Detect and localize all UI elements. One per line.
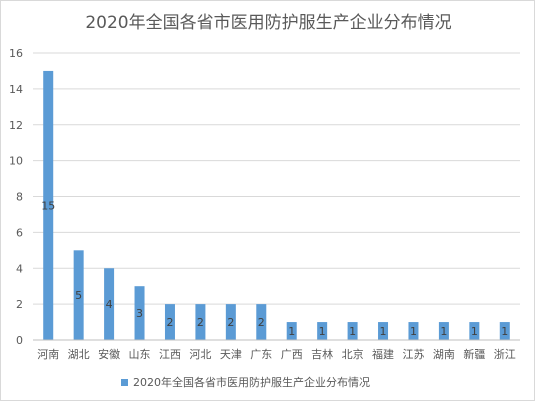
x-tick-label: 湖南: [433, 348, 455, 361]
data-label-河北: 2: [197, 316, 204, 329]
bar-安徽: [104, 268, 115, 340]
data-label-吉林: 1: [319, 325, 326, 338]
bar-湖北: [73, 250, 84, 340]
y-axis-ticks: 0 2 4 6 8 10 12 14 16: [9, 47, 23, 347]
bar-江西: [164, 304, 175, 340]
data-label-湖南: 1: [440, 325, 447, 338]
bar-河北: [195, 304, 206, 340]
x-tick-label: 吉林: [311, 347, 333, 361]
x-tick-label: 江苏: [402, 348, 424, 361]
x-tick-label: 广西: [281, 348, 303, 361]
data-label-新疆: 1: [471, 325, 478, 338]
gridlines: [33, 52, 520, 305]
x-tick-label: 江西: [159, 348, 181, 361]
data-label-江西: 2: [166, 316, 173, 329]
bars: [43, 70, 510, 340]
legend: 2020年全国各省市医用防护服生产企业分布情况: [121, 375, 370, 389]
x-tick-label: 山东: [129, 348, 151, 361]
y-tick-label: 14: [9, 83, 23, 96]
bar-河南: [43, 70, 54, 340]
data-label-广西: 1: [288, 325, 295, 338]
x-tick-label: 安徽: [98, 347, 120, 361]
data-label-广东: 2: [258, 316, 265, 329]
data-label-北京: 1: [349, 325, 356, 338]
data-label-湖北: 5: [75, 289, 82, 302]
x-tick-label: 天津: [220, 348, 242, 361]
chart-title: 2020年全国各省市医用防护服生产企业分布情况: [85, 13, 451, 33]
data-label-福建: 1: [380, 325, 387, 338]
y-tick-label: 8: [16, 191, 23, 204]
data-label-河南: 15: [41, 199, 55, 212]
bar-浙江: [499, 322, 510, 340]
bar-湖南: [438, 322, 449, 340]
y-tick-label: 2: [16, 298, 23, 311]
y-tick-label: 6: [16, 226, 23, 239]
x-axis-labels: 河南 湖北 安徽 山东 江西 河北 天津 广东 广西 吉林 北京 福建 江苏 湖南 新疆 浙江: [37, 347, 516, 361]
bar-吉林: [317, 322, 328, 340]
x-tick-label: 北京: [342, 347, 364, 361]
data-label-浙江: 1: [501, 325, 508, 338]
bar-北京: [347, 322, 358, 340]
x-tick-label: 河南: [37, 348, 59, 361]
y-tick-label: 16: [9, 47, 23, 60]
x-tick-label: 福建: [372, 347, 394, 361]
bar-天津: [225, 304, 236, 340]
y-tick-label: 0: [16, 334, 23, 347]
bar-新疆: [469, 322, 480, 340]
bar-山东: [134, 286, 145, 340]
bar-福建: [378, 322, 389, 340]
data-label-江苏: 1: [410, 325, 417, 338]
data-label-天津: 2: [227, 316, 234, 329]
data-labels: 15 5 4 3 2 2 2 2 1 1 1 1 1 1 1 1: [41, 199, 508, 338]
x-tick-label: 浙江: [494, 348, 516, 361]
bar-广东: [256, 304, 267, 340]
y-tick-label: 4: [16, 262, 23, 275]
x-tick-label: 河北: [189, 348, 211, 361]
x-tick-label: 新疆: [463, 347, 485, 361]
y-tick-label: 12: [9, 119, 23, 132]
bar-江苏: [408, 322, 419, 340]
y-tick-label: 10: [9, 155, 23, 168]
legend-label: 2020年全国各省市医用防护服生产企业分布情况: [133, 375, 370, 389]
legend-swatch: [121, 379, 128, 386]
data-label-安徽: 4: [106, 298, 113, 311]
bar-广西: [286, 322, 297, 340]
x-tick-label: 广东: [250, 348, 272, 361]
x-tick-label: 湖北: [68, 348, 90, 361]
data-label-山东: 3: [136, 307, 143, 320]
